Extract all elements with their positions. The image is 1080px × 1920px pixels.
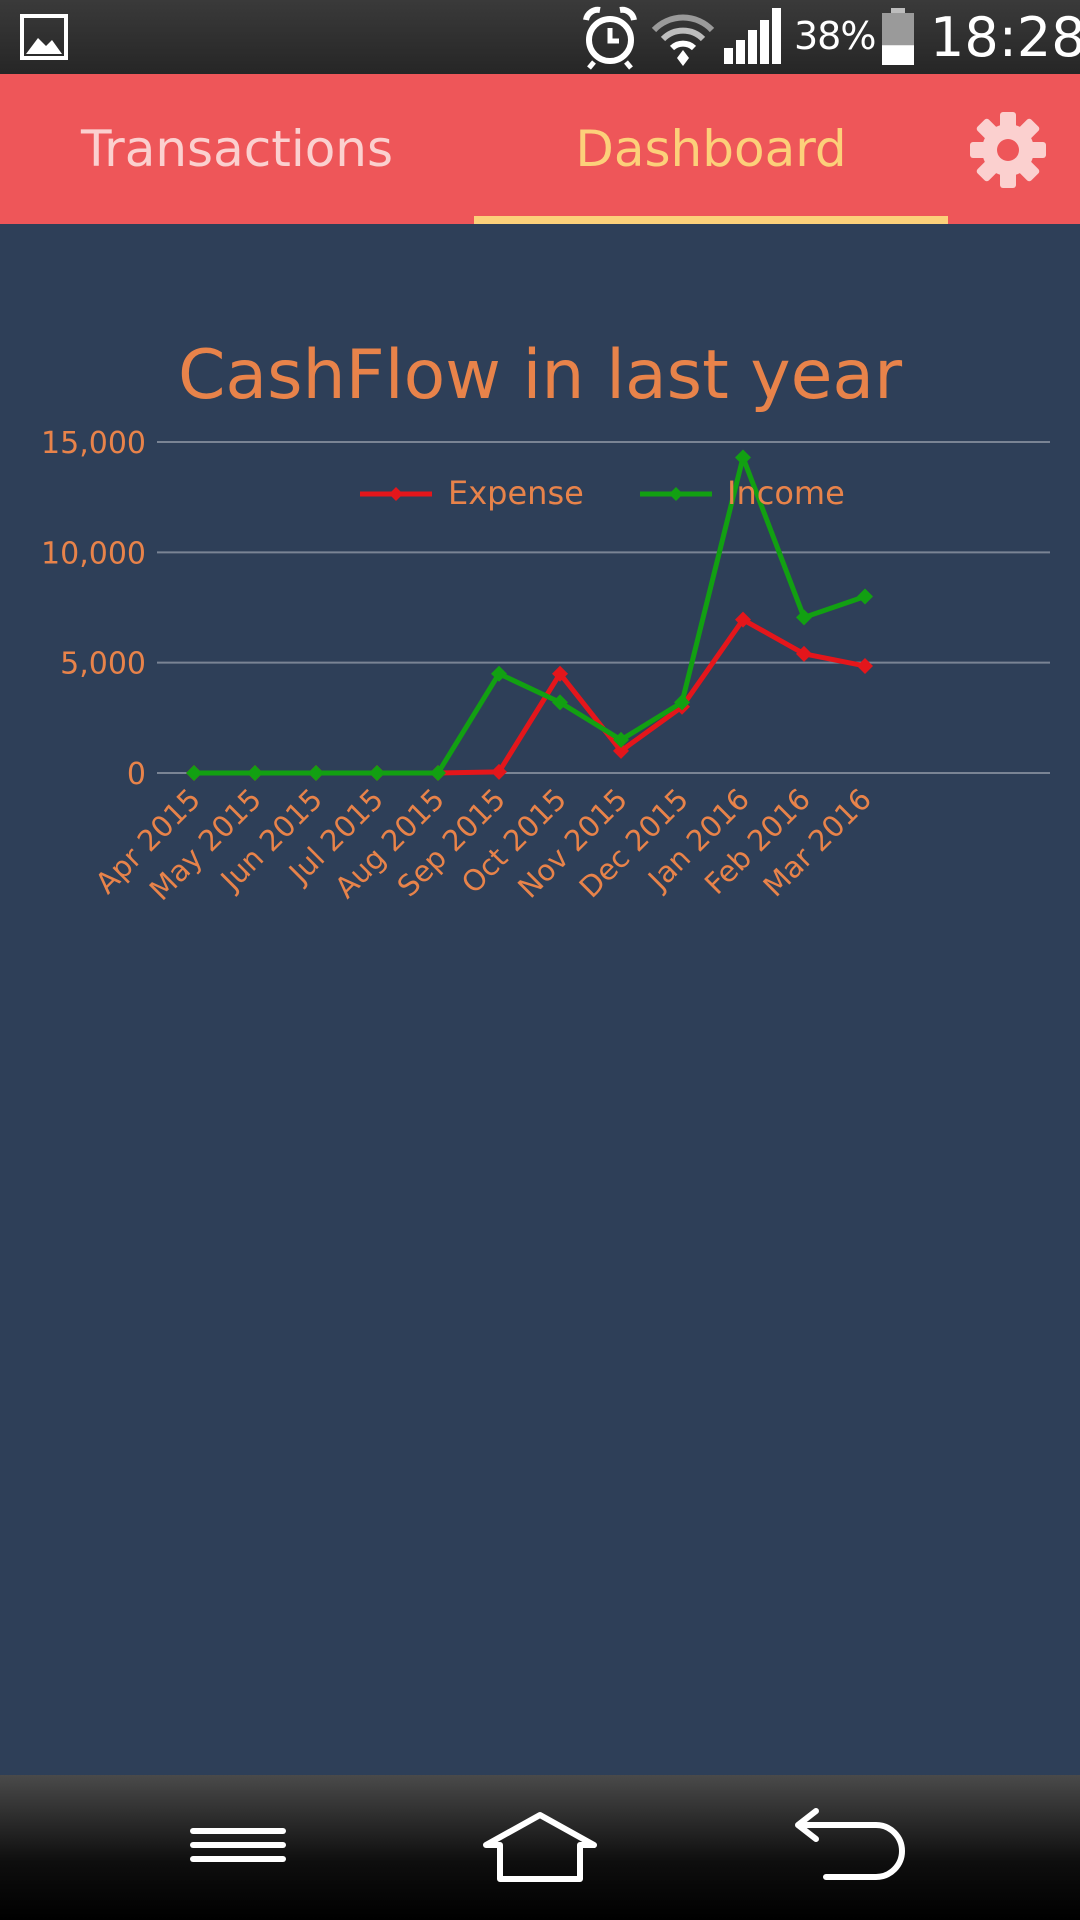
data-point-expense <box>735 611 751 628</box>
tab-indicator <box>474 216 948 224</box>
clock: 18:28 <box>930 6 1080 69</box>
series-line-income <box>194 454 866 776</box>
data-point-income <box>308 765 324 781</box>
data-point-expense <box>613 742 629 759</box>
tab-dashboard-label: Dashboard <box>575 120 847 178</box>
legend-label-expense: Expense <box>448 474 584 512</box>
status-bar: 38% 18:28 <box>0 0 1080 74</box>
data-point-expense <box>796 645 812 662</box>
home-button[interactable] <box>470 1805 610 1895</box>
data-point-expense <box>491 763 507 780</box>
y-tick-label: 15,000 <box>41 426 146 461</box>
gear-icon <box>970 112 1046 188</box>
data-point-income <box>613 731 629 748</box>
back-icon <box>795 1808 905 1880</box>
data-point-income <box>735 449 751 466</box>
signal-icon <box>724 8 781 64</box>
data-point-income <box>430 765 446 781</box>
legend-marker-expense <box>389 487 403 501</box>
data-point-expense <box>857 657 873 674</box>
cashflow-chart: CashFlow in last year 0 5,000 10,000 15,000… <box>0 224 1080 1774</box>
tab-transactions[interactable]: Transactions <box>0 74 474 224</box>
data-point-income <box>491 665 507 682</box>
data-point-income <box>552 694 568 711</box>
menu-button[interactable] <box>168 1805 308 1895</box>
app-bar: Transactions Dashboard <box>0 74 1080 224</box>
tab-transactions-label: Transactions <box>80 120 394 178</box>
data-point-expense <box>552 665 568 682</box>
data-point-income <box>369 765 385 781</box>
settings-button[interactable] <box>968 110 1048 190</box>
data-point-income <box>796 609 812 626</box>
tab-dashboard[interactable]: Dashboard <box>474 74 948 224</box>
navigation-bar <box>0 1775 1080 1920</box>
series-line-expense <box>194 617 866 776</box>
alarm-icon <box>583 6 637 70</box>
data-point-income <box>247 765 263 781</box>
chart-title: CashFlow in last year <box>177 336 903 415</box>
y-tick-label: 0 <box>127 757 146 792</box>
y-tick-label: 10,000 <box>41 536 146 571</box>
y-tick-label: 5,000 <box>60 647 146 682</box>
home-icon <box>483 1812 597 1882</box>
data-point-income <box>674 694 690 711</box>
wifi-icon <box>651 14 715 66</box>
back-button[interactable] <box>776 1805 916 1895</box>
gallery-icon <box>20 14 68 60</box>
battery-icon <box>882 8 914 65</box>
legend-marker-income <box>669 487 683 501</box>
battery-percent: 38% <box>794 14 876 58</box>
menu-icon <box>190 1828 286 1862</box>
data-point-income <box>857 588 873 605</box>
data-point-income <box>186 765 202 781</box>
legend-label-income: Income <box>727 474 845 512</box>
